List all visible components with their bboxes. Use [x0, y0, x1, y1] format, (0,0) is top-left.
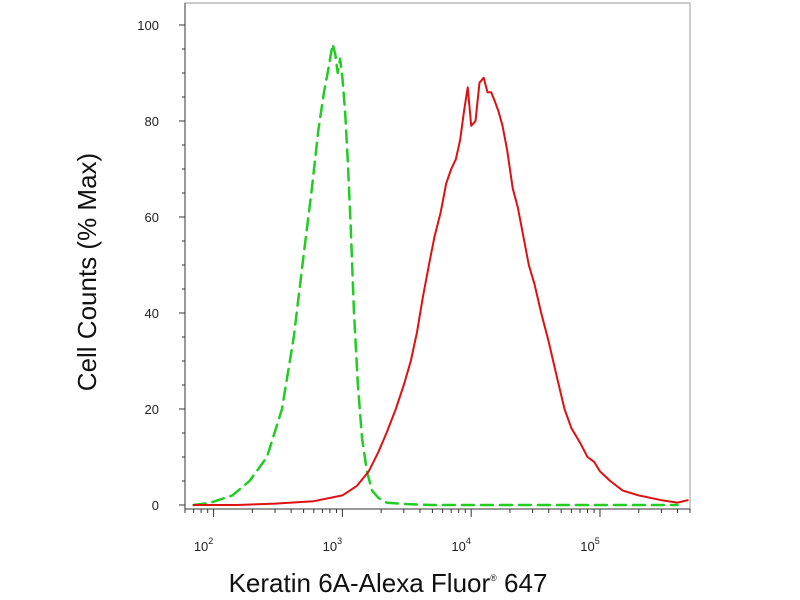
- control-series-line: [192, 42, 679, 507]
- y-tick-label: 40: [145, 306, 159, 321]
- x-axis-title-tail: 647: [497, 568, 548, 598]
- x-tick-base: 10: [323, 539, 337, 554]
- y-tick-label: 80: [145, 114, 159, 129]
- y-tick-label: 60: [145, 210, 159, 225]
- y-tick-label: 20: [145, 402, 159, 417]
- x-tick-label: 104: [451, 536, 470, 554]
- x-tick-base: 10: [451, 539, 465, 554]
- x-tick-base: 10: [580, 539, 594, 554]
- x-tick-exponent: 3: [337, 536, 342, 546]
- y-tick-label: 100: [137, 18, 159, 33]
- x-axis-title-main: Keratin 6A-Alexa Fluor: [229, 568, 491, 598]
- y-axis-title: Cell Counts (% Max): [72, 153, 102, 391]
- x-tick-exponent: 2: [208, 536, 213, 546]
- x-tick-label: 105: [580, 536, 599, 554]
- x-tick-exponent: 4: [466, 536, 471, 546]
- x-tick-label: 102: [194, 536, 213, 554]
- stained-series-line: [192, 76, 689, 506]
- plot-frame: [184, 2, 691, 510]
- series-layer: [192, 42, 689, 507]
- x-axis-title: Keratin 6A-Alexa Fluor® 647: [229, 568, 548, 598]
- y-axis: 0 20 40 60 80 100: [137, 3, 186, 513]
- x-tick-base: 10: [194, 539, 208, 554]
- x-axis-title-mark: ®: [490, 573, 497, 583]
- x-tick-exponent: 5: [595, 536, 600, 546]
- x-tick-label: 103: [323, 536, 342, 554]
- y-tick-label: 0: [152, 498, 159, 513]
- x-axis: 102 103 104 105: [184, 508, 691, 554]
